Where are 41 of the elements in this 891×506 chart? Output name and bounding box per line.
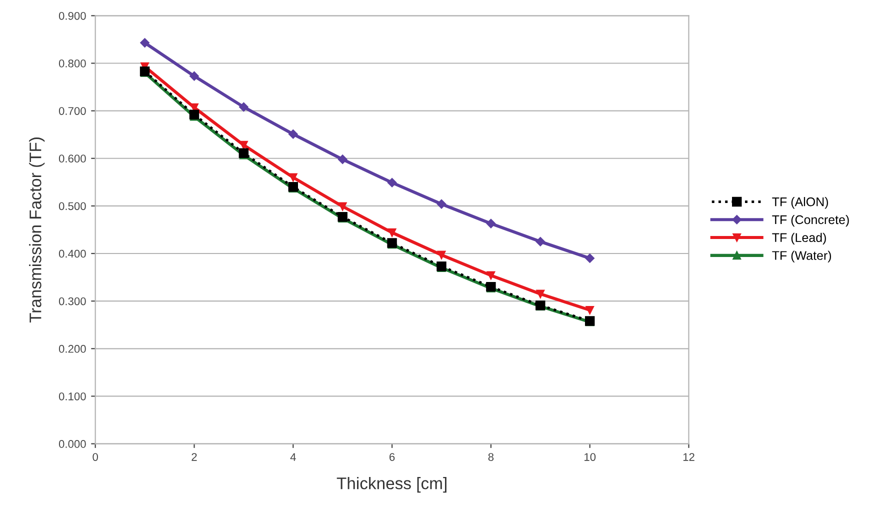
point (486, 218, 496, 228)
y-tick-label: 0.400 (58, 250, 86, 258)
x-tick-label: 10 (584, 453, 596, 461)
y-tick-label: 0.200 (58, 344, 86, 353)
point (585, 254, 594, 263)
x-tick-label: 0 (92, 453, 98, 461)
legend-label: TF (AlON) (772, 197, 828, 209)
point (240, 140, 248, 150)
y-tick-label: 0.600 (58, 154, 86, 163)
y-tick-label: 0.800 (58, 60, 86, 68)
x-tick-label: 4 (290, 453, 296, 461)
legend-label: TF (Concrete) (772, 214, 849, 227)
x-axis-title: Thickness [cm] (336, 477, 446, 493)
point (536, 236, 546, 246)
point (288, 129, 298, 139)
y-tick-label: 0.100 (58, 392, 86, 400)
point (486, 271, 496, 280)
point (536, 290, 545, 298)
y-tick-label: 0.700 (58, 107, 86, 115)
x-tick-label: 12 (683, 453, 694, 461)
point (190, 71, 199, 81)
point (436, 199, 446, 209)
point (140, 38, 150, 48)
point (437, 250, 446, 260)
x-tick-label: 6 (390, 453, 395, 461)
y-tick-label: 0.000 (58, 440, 86, 448)
y-tick-label: 0.500 (58, 202, 86, 210)
point (586, 306, 594, 314)
point (338, 154, 348, 164)
point (388, 228, 396, 237)
legend-label: TF (Lead) (772, 232, 826, 244)
point (338, 202, 347, 211)
y-tick-label: 0.300 (58, 297, 86, 306)
y-axis-title: Transmission Factor (TF) (29, 138, 45, 323)
point (288, 173, 298, 182)
point (239, 102, 248, 112)
legend-label: TF (Water) (772, 250, 832, 262)
y-tick-label: 0.900 (58, 12, 86, 20)
point (387, 178, 397, 188)
x-tick-label: 8 (488, 453, 494, 461)
x-tick-label: 2 (192, 453, 197, 461)
